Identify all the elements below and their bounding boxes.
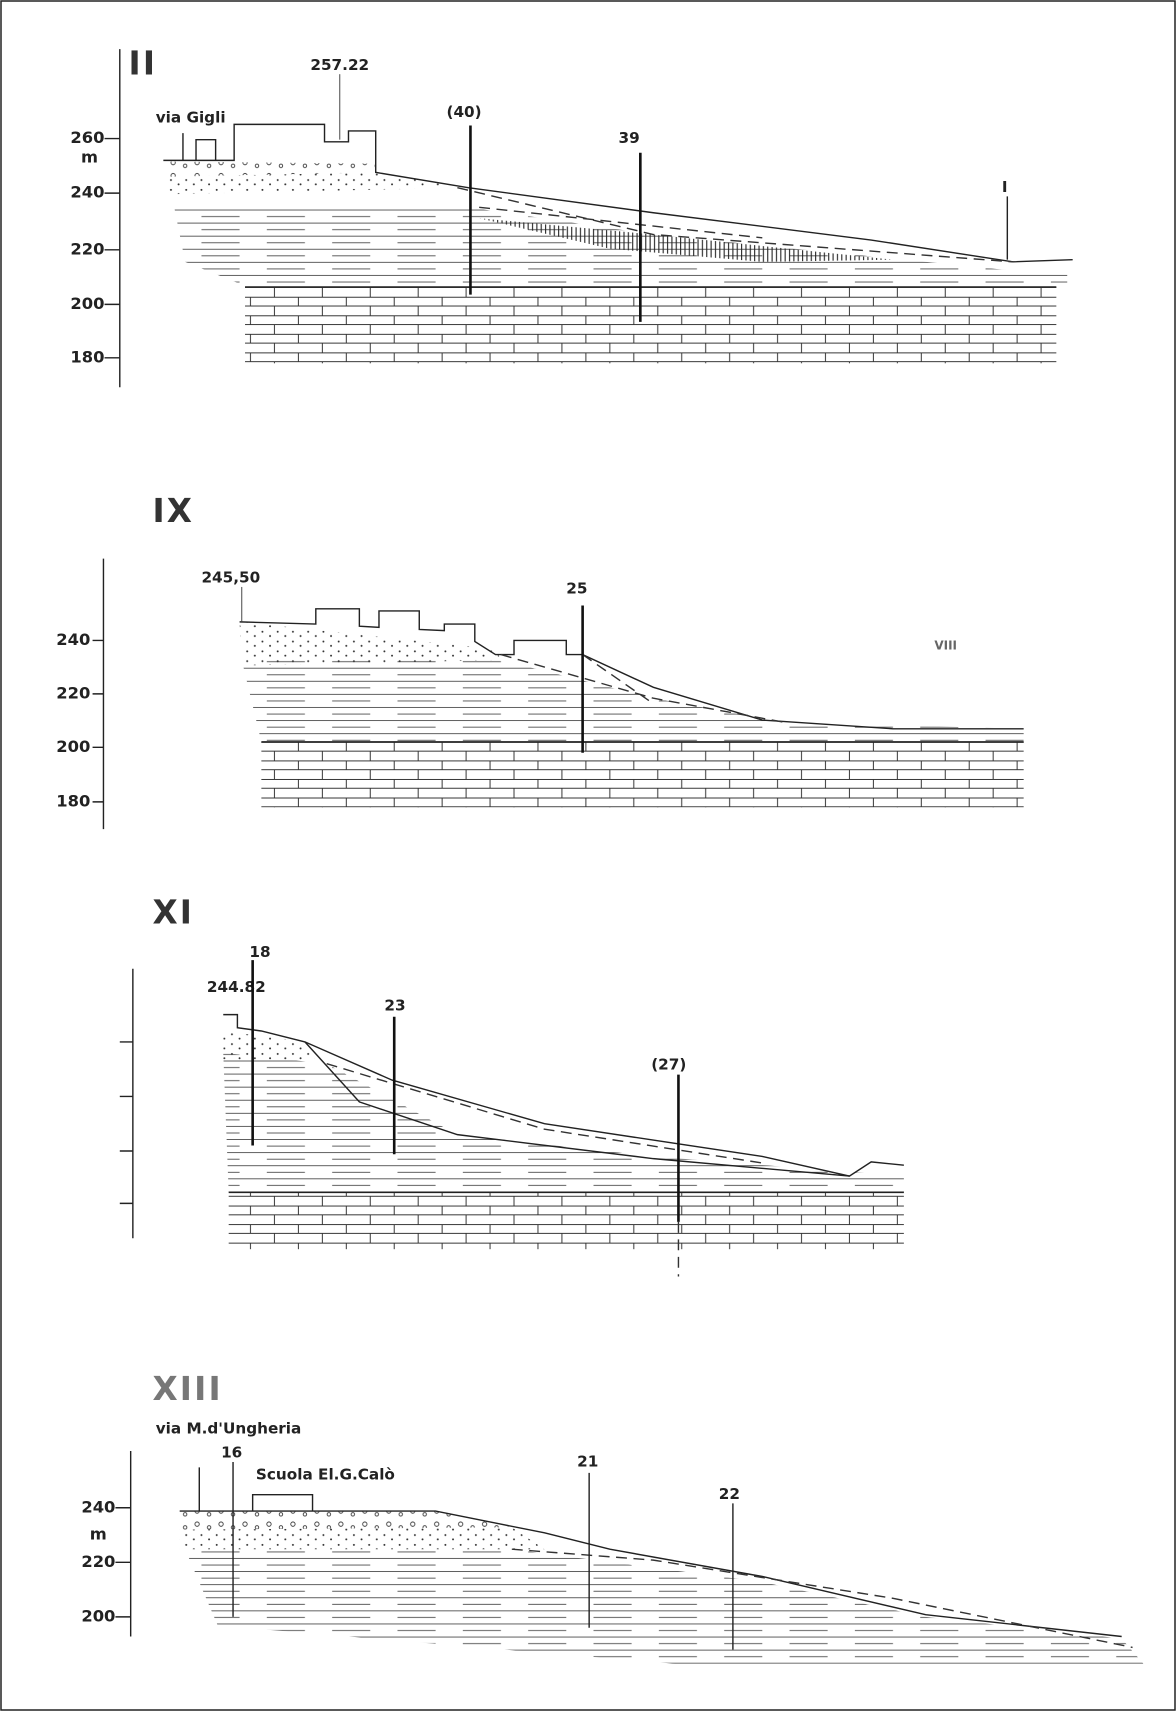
annotation: 21 (577, 1452, 598, 1470)
section-title: XIII (152, 1370, 222, 1408)
axis-tick-label: 220 (81, 1552, 115, 1571)
axis-tick-label: 240 (56, 630, 90, 649)
axis-tick-label: 260 (70, 128, 104, 147)
axis-tick-label: 220 (56, 683, 90, 702)
axis-unit: m (81, 148, 98, 167)
section-title: XI (152, 893, 194, 931)
limestone (245, 287, 1056, 363)
axis-tick-label: 200 (56, 737, 90, 756)
annotation: 23 (384, 996, 405, 1014)
drawing: II 260 m 240 220 200 180 via Gigli 257.2… (56, 44, 1143, 1663)
annotation: via M.d'Ungheria (156, 1420, 302, 1438)
annotation: I (1002, 178, 1008, 196)
limestone (229, 1192, 904, 1249)
section-ii: II 260 m 240 220 200 180 via Gigli 257.2… (70, 44, 1072, 387)
axis-ticks (120, 1042, 133, 1203)
annotation: 245,50 (201, 569, 260, 587)
axis-tick-label: 180 (56, 791, 90, 810)
axis-tick-label: 240 (81, 1497, 115, 1516)
clay-layer (185, 1549, 1143, 1664)
sand (180, 1527, 545, 1549)
axis-tick-label: 200 (81, 1606, 115, 1625)
conglomerate (180, 1511, 512, 1530)
axis-unit: m (90, 1525, 107, 1544)
axis-ticks (93, 640, 104, 801)
annotation: 25 (566, 580, 587, 598)
building (183, 133, 216, 160)
clay-layer (242, 660, 1024, 742)
section-title: II (129, 44, 158, 82)
axis-tick-label: 240 (70, 183, 104, 202)
annotation: 22 (719, 1485, 740, 1503)
annotation: 16 (221, 1444, 242, 1462)
annotation: via Gigli (156, 108, 226, 126)
section-ix: IX 240 220 200 180 245,50 25 VIII (56, 492, 1023, 829)
annotation: 39 (619, 129, 640, 147)
section-xiii: XIII 240 m 220 200 via M.d'Ungheria 16 S… (81, 1370, 1143, 1664)
annotation: 257.22 (310, 56, 369, 74)
section-title: IX (152, 492, 194, 530)
axis-ticks (105, 139, 120, 358)
limestone (261, 742, 1023, 807)
annotation: Scuola El.G.Calò (256, 1466, 395, 1484)
section-xi: XI 18 244.82 23 (27) (120, 893, 904, 1276)
axis-tick-label: 200 (70, 294, 104, 313)
axis-ticks (115, 1508, 130, 1617)
sand (223, 1031, 316, 1060)
axis-tick-label: 180 (70, 347, 104, 366)
annotation: 244.82 (207, 978, 266, 996)
axis-tick-label: 220 (70, 239, 104, 258)
sand (240, 622, 501, 666)
cross-sections-page: II 260 m 240 220 200 180 via Gigli 257.2… (0, 0, 1176, 1711)
annotation: VIII (934, 638, 957, 652)
annotation: (40) (446, 103, 481, 121)
annotation: 18 (249, 943, 270, 961)
annotation: (27) (651, 1055, 686, 1073)
